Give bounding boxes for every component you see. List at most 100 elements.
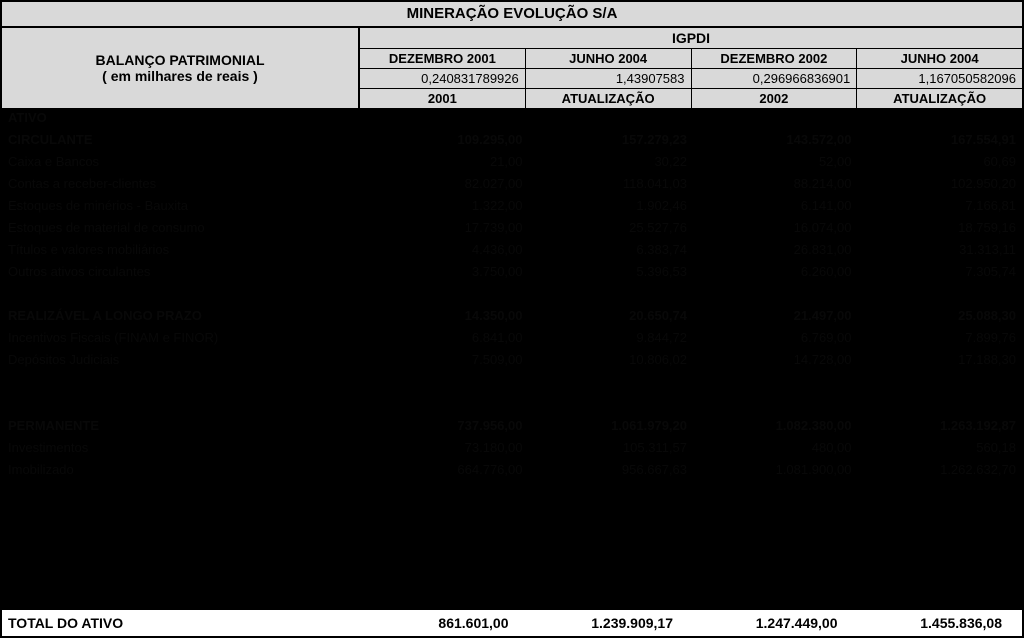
row-value: 82.027,00 <box>364 176 529 198</box>
total-val-3: 1.455.836,08 <box>858 610 1023 636</box>
year-3: ATUALIZAÇÃO <box>857 89 1022 108</box>
index-3: 1,167050582096 <box>857 69 1022 88</box>
row-label: Estoques de minérios - Bauxita <box>2 198 364 220</box>
row-value: 14.350,00 <box>364 308 529 330</box>
table-row <box>2 396 1022 418</box>
period-2: DEZEMBRO 2002 <box>692 49 858 68</box>
row-value: 18.759,16 <box>858 220 1023 242</box>
row-value: 88.214,00 <box>693 176 858 198</box>
row-value <box>364 396 529 418</box>
table-row: Títulos e valores mobiliários4.436,006.3… <box>2 242 1022 264</box>
row-value: 6.260,00 <box>693 264 858 286</box>
row-label: Caixa e Bancos <box>2 154 364 176</box>
period-row: DEZEMBRO 2001 JUNHO 2004 DEZEMBRO 2002 J… <box>360 49 1022 69</box>
table-row: Estoques de minérios - Bauxita1.322,001.… <box>2 198 1022 220</box>
table-row: Depósitos Judiciais7.509,0010.806,0214.7… <box>2 352 1022 374</box>
year-row: 2001 ATUALIZAÇÃO 2002 ATUALIZAÇÃO <box>360 89 1022 108</box>
row-label: Outros ativos circulantes <box>2 264 364 286</box>
row-label: Títulos e valores mobiliários <box>2 242 364 264</box>
row-value <box>693 286 858 308</box>
row-value <box>693 374 858 396</box>
row-value <box>858 396 1023 418</box>
year-0: 2001 <box>360 89 526 108</box>
row-value: 25.527,76 <box>529 220 694 242</box>
row-value <box>693 110 858 132</box>
row-label: Contas a receber-clientes <box>2 176 364 198</box>
balance-title-line2: ( em milhares de reais ) <box>102 68 258 84</box>
index-2: 0,296966836901 <box>692 69 858 88</box>
row-value <box>529 286 694 308</box>
row-value <box>858 374 1023 396</box>
row-value: 167.554,91 <box>858 132 1023 154</box>
body-black: ATIVOCIRCULANTE109.295,00157.279,23143.5… <box>2 110 1022 608</box>
row-label: REALIZÁVEL A LONGO PRAZO <box>2 308 364 330</box>
row-value: 6.769,00 <box>693 330 858 352</box>
row-value <box>529 396 694 418</box>
row-value: 105.311,57 <box>529 440 694 462</box>
row-label: ATIVO <box>2 110 364 132</box>
table-row: Caixa e Bancos21,0030,2252,0060,69 <box>2 154 1022 176</box>
row-value: 157.279,23 <box>529 132 694 154</box>
row-value: 1.061.979,20 <box>529 418 694 440</box>
company-title: MINERAÇÃO EVOLUÇÃO S/A <box>2 2 1022 28</box>
row-label <box>2 286 364 308</box>
table-row: Investimentos73.180,00105.311,57480,0056… <box>2 440 1022 462</box>
table-row: Incentivos Fiscais (FINAM e FINOR)6.841,… <box>2 330 1022 352</box>
row-value: 664.776,00 <box>364 462 529 484</box>
balance-sheet: MINERAÇÃO EVOLUÇÃO S/A BALANÇO PATRIMONI… <box>0 0 1024 638</box>
row-value: 60,69 <box>858 154 1023 176</box>
table-row: Outros ativos circulantes3.750,005.396,5… <box>2 264 1022 286</box>
row-value: 109.295,00 <box>364 132 529 154</box>
index-0: 0,240831789926 <box>360 69 526 88</box>
row-value <box>529 110 694 132</box>
row-value: 118.041,03 <box>529 176 694 198</box>
row-value: 1.322,00 <box>364 198 529 220</box>
table-row: REALIZÁVEL A LONGO PRAZO14.350,0020.650,… <box>2 308 1022 330</box>
row-value: 3.750,00 <box>364 264 529 286</box>
row-value <box>529 374 694 396</box>
index-row: 0,240831789926 1,43907583 0,296966836901… <box>360 69 1022 89</box>
row-value: 480,00 <box>693 440 858 462</box>
period-3: JUNHO 2004 <box>857 49 1022 68</box>
row-label: Incentivos Fiscais (FINAM e FINOR) <box>2 330 364 352</box>
row-value <box>364 110 529 132</box>
total-val-2: 1.247.449,00 <box>693 610 858 636</box>
row-value: 31.313,11 <box>858 242 1023 264</box>
row-value: 560,18 <box>858 440 1023 462</box>
row-value: 1.262.632,70 <box>858 462 1023 484</box>
row-value: 102.950,20 <box>858 176 1023 198</box>
row-value: 73.180,00 <box>364 440 529 462</box>
period-1: JUNHO 2004 <box>526 49 692 68</box>
row-value: 1.902,46 <box>529 198 694 220</box>
row-value: 6.141,00 <box>693 198 858 220</box>
header-right: IGPDI DEZEMBRO 2001 JUNHO 2004 DEZEMBRO … <box>360 28 1022 108</box>
row-value <box>858 110 1023 132</box>
row-value: 26.831,00 <box>693 242 858 264</box>
total-val-0: 861.601,00 <box>364 610 529 636</box>
year-2: 2002 <box>692 89 858 108</box>
row-value: 1.082.380,00 <box>693 418 858 440</box>
row-value: 16.074,00 <box>693 220 858 242</box>
row-value: 14.728,00 <box>693 352 858 374</box>
table-row: Imobilizado664.776,00956.667,631.081.900… <box>2 462 1022 484</box>
table-row <box>2 286 1022 308</box>
row-value: 143.572,00 <box>693 132 858 154</box>
row-value: 30,22 <box>529 154 694 176</box>
row-label <box>2 374 364 396</box>
total-val-1: 1.239.909,17 <box>529 610 694 636</box>
year-1: ATUALIZAÇÃO <box>526 89 692 108</box>
row-value: 25.088,30 <box>858 308 1023 330</box>
row-label <box>2 396 364 418</box>
row-value <box>364 286 529 308</box>
row-label: PERMANENTE <box>2 418 364 440</box>
row-value: 1.081.900,00 <box>693 462 858 484</box>
total-label: TOTAL DO ATIVO <box>2 610 364 636</box>
row-label: Imobilizado <box>2 462 364 484</box>
index-1: 1,43907583 <box>526 69 692 88</box>
table-row: CIRCULANTE109.295,00157.279,23143.572,00… <box>2 132 1022 154</box>
igpdi-label: IGPDI <box>360 28 1022 49</box>
balance-title-line1: BALANÇO PATRIMONIAL <box>95 52 264 68</box>
row-value: 52,00 <box>693 154 858 176</box>
row-value: 956.667,63 <box>529 462 694 484</box>
table-row: ATIVO <box>2 110 1022 132</box>
